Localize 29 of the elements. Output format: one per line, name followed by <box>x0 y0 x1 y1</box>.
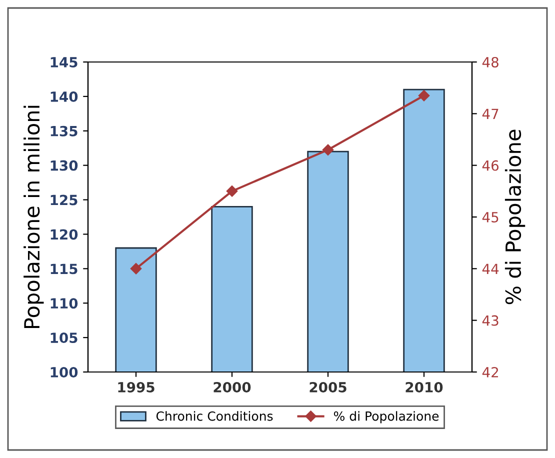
y2-tick-label: 42 <box>482 366 498 378</box>
point <box>322 144 334 156</box>
point <box>418 90 430 102</box>
y2-tick-label: 45 <box>482 212 498 222</box>
y-tick-label: 135 <box>50 126 78 136</box>
y2-tick-label: 47 <box>482 108 498 119</box>
x-tick-label: 2000 <box>214 382 251 392</box>
y-tick-label: 140 <box>50 91 78 102</box>
y2-tick-label: 48 <box>482 56 498 68</box>
y2-tick-label: 44 <box>482 264 499 274</box>
y-tick-label: 100 <box>50 366 78 378</box>
x-tick-label: 2005 <box>310 382 346 392</box>
y2-tick-label: 43 <box>482 315 498 326</box>
legend-label: Chronic Conditions <box>156 411 273 421</box>
y-tick-label: 125 <box>50 194 78 206</box>
x-tick-label: 1995 <box>118 382 154 392</box>
point <box>226 186 238 197</box>
y-tick-label: 130 <box>50 160 78 171</box>
y2-axis-title: % di Popolazione <box>504 130 526 304</box>
x-tick-label: 2010 <box>406 382 443 392</box>
y-tick-label: 145 <box>50 57 78 68</box>
y-tick-label: 110 <box>50 298 78 309</box>
y-axis-title: Popolazione in milioni <box>24 106 44 328</box>
point <box>130 263 142 274</box>
y-tick-label: 105 <box>50 332 78 344</box>
y-tick-label: 115 <box>50 264 78 274</box>
y-tick-label: 120 <box>50 229 78 240</box>
y2-tick-label: 46 <box>482 160 499 171</box>
legend-label: % di Popolazione <box>334 411 439 424</box>
